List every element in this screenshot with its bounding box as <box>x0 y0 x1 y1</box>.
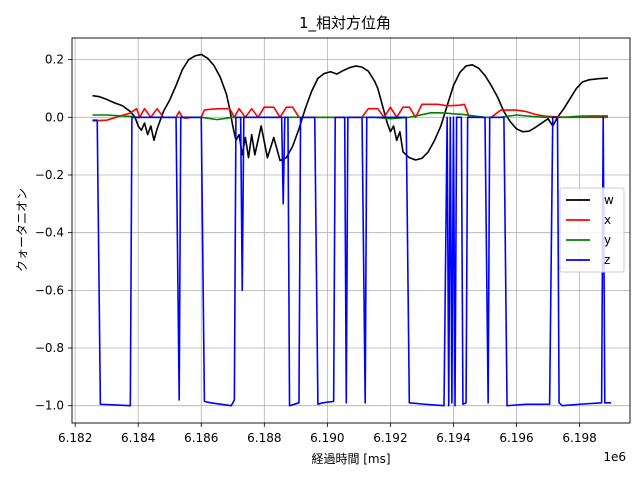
series-line-z <box>92 116 612 407</box>
legend-label-y: y <box>604 233 611 247</box>
y-axis: 0.2 0.0 −0.2 −0.4 −0.6 −0.8 −1.0 <box>35 53 72 413</box>
plot-background <box>72 38 630 423</box>
x-tick-label: 6.188 <box>247 431 281 445</box>
x-tick-label: 6.192 <box>373 431 407 445</box>
x-tick-label: 6.194 <box>436 431 470 445</box>
x-axis-title: 経過時間 [ms] <box>311 452 390 466</box>
x-tick-label: 6.182 <box>58 431 92 445</box>
x-tick-label: 6.190 <box>310 431 344 445</box>
plot-frame <box>71 37 631 424</box>
y-tick-label: −0.4 <box>35 226 64 240</box>
legend-label-x: x <box>604 213 611 227</box>
y-tick-label: 0.2 <box>45 53 64 67</box>
y-tick-label: −0.8 <box>35 341 64 355</box>
y-axis-title: クォータニオン <box>15 188 29 272</box>
legend-label-w: w <box>604 193 614 207</box>
legend-box <box>559 187 625 273</box>
legend-label-z: z <box>604 253 610 267</box>
x-tick-label: 6.198 <box>562 431 596 445</box>
y-tick-label: 0.0 <box>45 110 64 124</box>
x-tick-label: 6.196 <box>499 431 533 445</box>
plot-area <box>71 37 631 424</box>
x-axis: 6.182 6.184 6.186 6.188 6.190 6.192 6.194 6.196… <box>58 423 597 445</box>
series-layer <box>92 53 612 407</box>
y-tick-label: −0.6 <box>35 283 64 297</box>
y-tick-label: −0.2 <box>35 168 64 182</box>
chart-title: 1_相対方位角 <box>299 14 391 33</box>
x-axis-offset-label: 1e6 <box>603 450 626 464</box>
x-tick-label: 6.184 <box>121 431 155 445</box>
x-tick-label: 6.186 <box>184 431 218 445</box>
y-tick-label: −1.0 <box>35 399 64 413</box>
